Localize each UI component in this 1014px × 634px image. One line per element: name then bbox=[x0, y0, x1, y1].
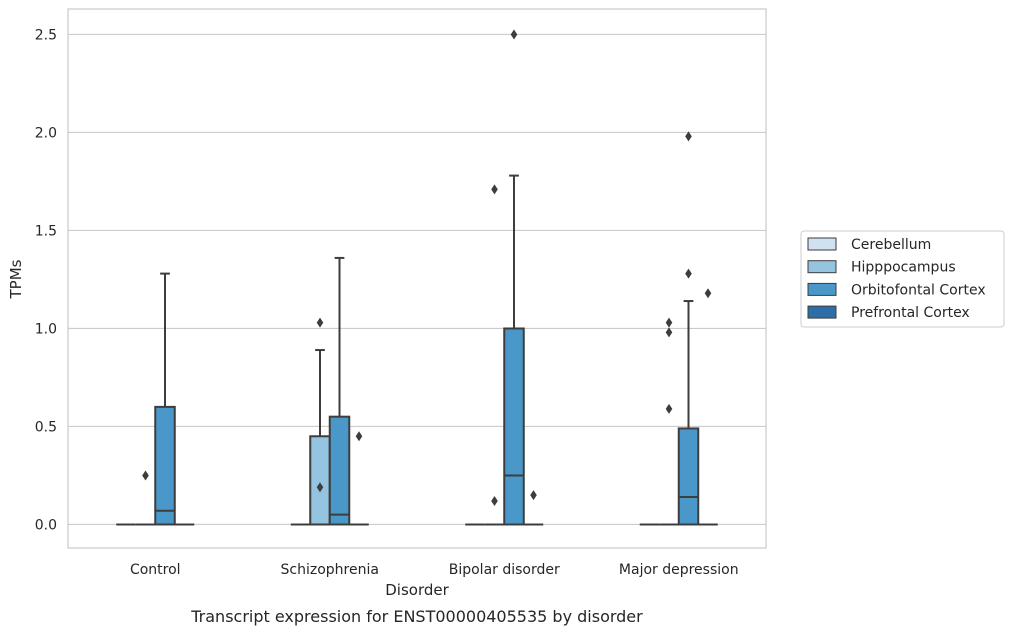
legend-label: Cerebellum bbox=[851, 237, 931, 253]
box-hipppocampus bbox=[659, 317, 679, 526]
box-iqr bbox=[503, 327, 525, 526]
x-tick-label: Major depression bbox=[619, 562, 739, 578]
y-tick-label: 0.5 bbox=[35, 419, 57, 435]
outlier-point bbox=[142, 470, 149, 481]
outlier-point bbox=[685, 268, 692, 279]
legend-label: Hipppocampus bbox=[851, 260, 956, 276]
outlier-point bbox=[355, 431, 363, 442]
legend-swatch bbox=[807, 260, 837, 274]
y-axis-ticks: 0.0 0.5 1.0 1.5 2.0 2.5 bbox=[35, 27, 57, 533]
category-group bbox=[639, 131, 718, 526]
legend-label: Orbitofontal Cortex bbox=[851, 282, 986, 298]
y-tick-label: 0.0 bbox=[35, 517, 57, 533]
outlier-point bbox=[685, 131, 692, 142]
category-group bbox=[116, 272, 195, 526]
box-prefrontal-cortex bbox=[698, 288, 718, 526]
x-tick-label: Schizophrenia bbox=[281, 562, 379, 578]
y-tick-label: 1.5 bbox=[35, 223, 57, 239]
category-group bbox=[290, 256, 369, 526]
box-hipppocampus bbox=[309, 317, 331, 526]
legend-swatch bbox=[807, 282, 837, 296]
legend: Cerebellum Hipppocampus Orbitofontal Corte… bbox=[800, 230, 1005, 328]
x-axis-label: Disorder bbox=[385, 581, 449, 599]
legend-swatch bbox=[807, 237, 837, 251]
box-orbitofontal-cortex bbox=[677, 131, 700, 526]
y-tick-label: 2.0 bbox=[35, 125, 57, 141]
y-tick-label: 2.5 bbox=[35, 27, 57, 43]
box-hipppocampus bbox=[484, 184, 505, 526]
x-tick-label: Control bbox=[130, 562, 181, 578]
box-orbitofontal-cortex bbox=[503, 29, 525, 526]
outlier-point bbox=[316, 317, 324, 328]
box-groups bbox=[116, 29, 718, 526]
x-tick-label: Bipolar disorder bbox=[449, 562, 560, 578]
category-group bbox=[465, 29, 544, 526]
chart-caption: Transcript expression for ENST0000040553… bbox=[190, 607, 643, 626]
box-iqr bbox=[309, 435, 331, 526]
box-iqr bbox=[328, 415, 351, 526]
outlier-point bbox=[530, 490, 537, 501]
outlier-point bbox=[510, 29, 518, 40]
legend-label: Prefrontal Cortex bbox=[851, 305, 970, 321]
outlier-point bbox=[491, 184, 498, 195]
outlier-point bbox=[665, 327, 673, 338]
box-iqr bbox=[154, 405, 176, 526]
legend-swatch bbox=[807, 305, 837, 319]
box-iqr bbox=[677, 427, 700, 526]
box-hipppocampus bbox=[135, 470, 156, 526]
x-axis-ticks: Control Schizophrenia Bipolar disorder Majo… bbox=[130, 562, 739, 578]
plot-frame bbox=[67, 8, 767, 549]
box-prefrontal-cortex bbox=[349, 431, 369, 526]
legend-frame bbox=[800, 230, 1005, 328]
box-prefrontal-cortex bbox=[523, 490, 544, 526]
outlier-point bbox=[704, 288, 712, 299]
box-orbitofontal-cortex bbox=[154, 272, 176, 526]
outlier-point bbox=[316, 482, 324, 493]
y-tick-label: 1.0 bbox=[35, 321, 57, 337]
outlier-point bbox=[665, 403, 673, 414]
box-orbitofontal-cortex bbox=[328, 256, 351, 526]
outlier-point bbox=[665, 317, 673, 328]
y-axis-label: TPMs bbox=[7, 259, 25, 299]
outlier-point bbox=[491, 495, 498, 506]
